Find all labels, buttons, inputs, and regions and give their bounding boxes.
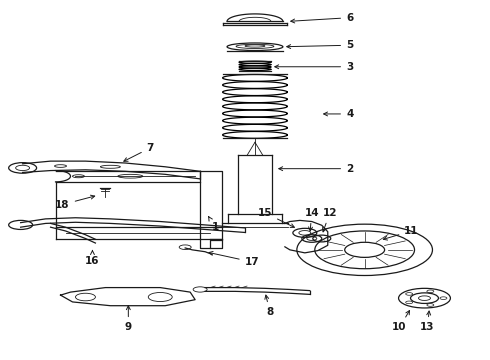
Text: 13: 13 (420, 311, 435, 332)
Text: 6: 6 (291, 13, 353, 23)
Text: 3: 3 (275, 62, 353, 72)
Text: 10: 10 (392, 311, 410, 332)
Text: 16: 16 (85, 250, 99, 266)
Text: 4: 4 (324, 109, 353, 119)
Text: 14: 14 (304, 208, 319, 231)
Text: 15: 15 (258, 208, 294, 228)
Text: 5: 5 (287, 40, 353, 50)
Text: 7: 7 (124, 143, 154, 161)
Text: 1: 1 (209, 217, 219, 232)
Text: 18: 18 (55, 195, 95, 210)
Text: 17: 17 (209, 252, 259, 267)
Text: 8: 8 (265, 295, 273, 317)
Text: 2: 2 (279, 164, 353, 174)
Text: 11: 11 (383, 226, 419, 240)
Text: 12: 12 (322, 208, 337, 232)
Text: 9: 9 (125, 306, 132, 332)
